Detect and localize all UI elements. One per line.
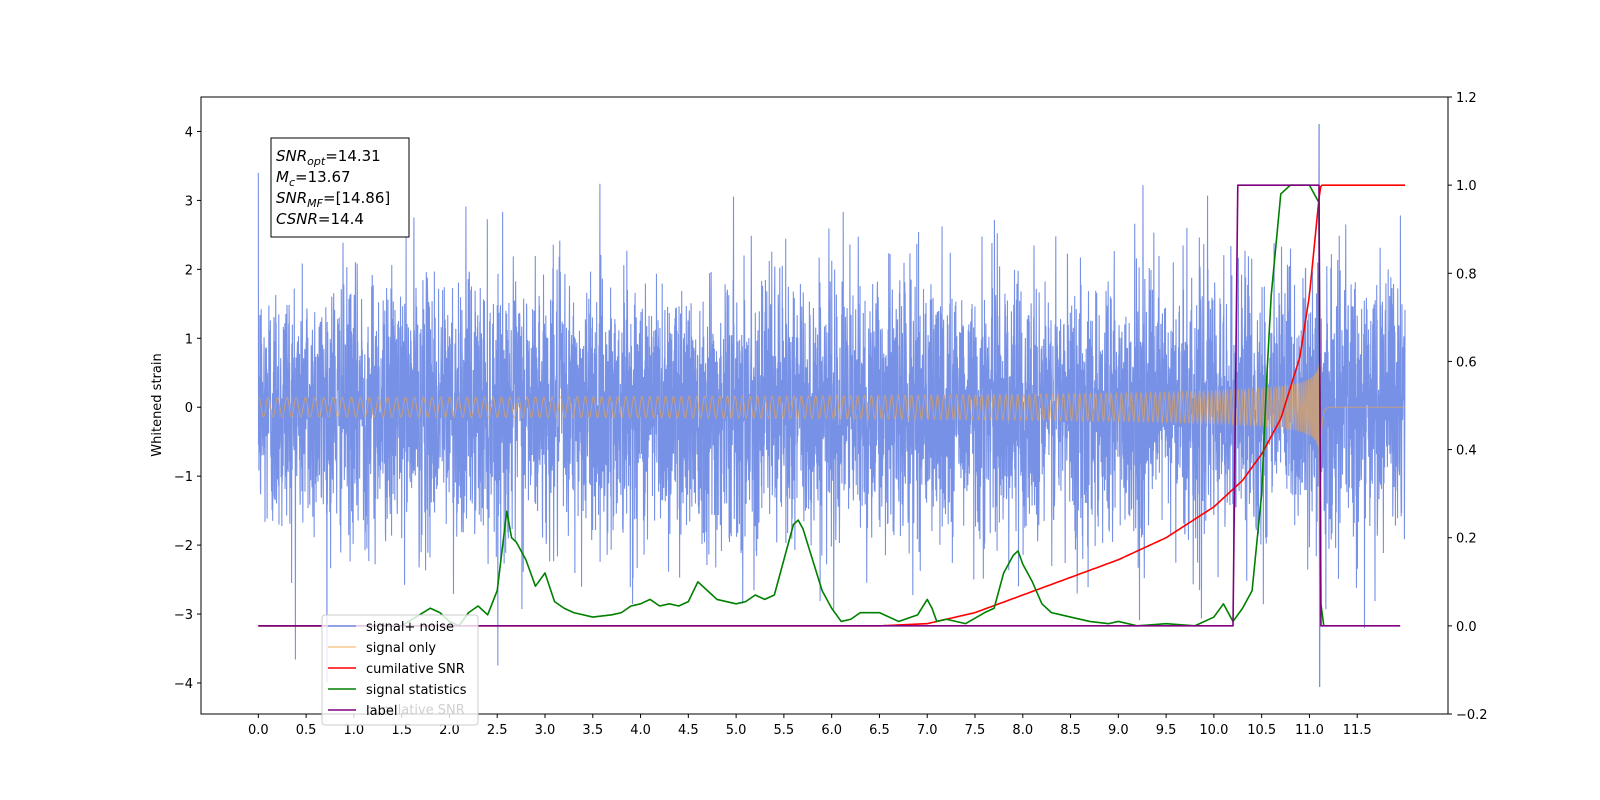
annotation-line: Mc=13.67 <box>276 168 351 189</box>
x-tick-label: 5.5 <box>774 723 795 738</box>
y-axis-title: Whitened strain <box>150 353 165 456</box>
legend-label: signal statistics <box>366 683 467 698</box>
x-tick-label: 1.0 <box>344 723 365 738</box>
x-tick-label: 11.0 <box>1295 723 1324 738</box>
annotation-frame <box>270 137 410 238</box>
x-tick-label: 9.5 <box>1156 723 1177 738</box>
y2-tick-label: 0.0 <box>1456 620 1477 635</box>
x-tick-label: 0.0 <box>248 723 269 738</box>
x-tick-label: 7.0 <box>917 723 938 738</box>
y2-tick-label: 1.0 <box>1456 179 1477 194</box>
y2-tick-label: 0.6 <box>1456 355 1477 370</box>
x-tick-label: 11.5 <box>1343 723 1372 738</box>
x-tick-label: 2.5 <box>487 723 508 738</box>
legend: cumilative SNR signal+ noise signal only cu… <box>321 614 479 726</box>
annotation-subscript: c <box>289 176 295 189</box>
x-tick-label: 4.5 <box>678 723 699 738</box>
series-cumulative-snr-line <box>258 184 1405 627</box>
y2-tick-label: 0.8 <box>1456 267 1477 282</box>
x-tick-label: 6.5 <box>869 723 890 738</box>
annotation-value: =14.4 <box>318 210 364 228</box>
x-tick-label: 1.5 <box>391 723 412 738</box>
series-label-line <box>258 184 1401 627</box>
annotation-symbol: CSNR <box>276 210 318 228</box>
x-tick-label: 3.0 <box>535 723 556 738</box>
legend-label: signal+ noise <box>366 620 454 635</box>
annotation-value: =[14.86] <box>323 189 390 207</box>
legend-overlap-text: cumilative SNR <box>366 703 465 718</box>
y-tick-label: 0 <box>185 401 193 416</box>
annotation-line: CSNR=14.4 <box>276 210 364 228</box>
y-tick-label: 1 <box>185 332 193 347</box>
x-tick-label: 3.5 <box>582 723 603 738</box>
series-signal-only-line <box>257 365 1405 527</box>
x-tick-label: 2.0 <box>439 723 460 738</box>
y-tick-label: 2 <box>185 263 193 278</box>
annotation-line: SNRMF=[14.86] <box>276 189 390 210</box>
y2-tick-label: 0.4 <box>1456 444 1477 459</box>
annotation-symbol: SNR <box>276 189 307 207</box>
x-tick-label: 10.5 <box>1247 723 1276 738</box>
y-tick-label: −2 <box>174 539 193 554</box>
x-tick-label: 4.0 <box>630 723 651 738</box>
x-tick-label: 0.5 <box>296 723 317 738</box>
annotation-value: =14.31 <box>325 147 381 165</box>
x-tick-label: 8.0 <box>1012 723 1033 738</box>
annotation-symbol: SNR <box>276 147 307 165</box>
legend-label: signal only <box>366 641 436 656</box>
y-tick-label: −3 <box>174 608 193 623</box>
x-tick-label: 6.0 <box>821 723 842 738</box>
x-tick-label: 5.0 <box>726 723 747 738</box>
x-tick-label: 8.5 <box>1060 723 1081 738</box>
annotation-subscript: opt <box>307 155 326 168</box>
annotation-value: =13.67 <box>295 168 351 186</box>
y-tick-label: −4 <box>174 677 193 692</box>
y2-tick-label: 0.2 <box>1456 532 1477 547</box>
y-tick-label: 4 <box>185 125 193 140</box>
y2-tick-label: 1.2 <box>1456 91 1477 106</box>
x-tick-label: 9.0 <box>1108 723 1129 738</box>
plot-frame <box>200 96 1449 715</box>
y2-tick-label: −0.2 <box>1456 708 1488 723</box>
legend-frame <box>321 614 479 726</box>
axes: 0.0 0.5 1.0 1.5 2.0 2.5 3.0 3.5 4.0 4.5 5.0 5.5 6.0 6… <box>174 91 1488 738</box>
annotation-line: SNRopt=14.31 <box>276 147 381 168</box>
series-signal-statistics-line <box>258 184 1325 627</box>
y-tick-label: 3 <box>185 194 193 209</box>
series-signal-noise-line <box>257 124 1406 687</box>
legend-label: label <box>366 704 397 719</box>
annotation-box: SNRopt=14.31Mc=13.67SNRMF=[14.86]CSNR=14… <box>270 137 410 238</box>
annotation-subscript: MF <box>307 197 323 210</box>
x-tick-label: 7.5 <box>965 723 986 738</box>
x-tick-label: 10.0 <box>1199 723 1228 738</box>
plot-area <box>257 124 1406 687</box>
y-tick-label: −1 <box>174 470 193 485</box>
annotation-symbol: M <box>276 168 289 186</box>
legend-label: cumilative SNR <box>366 662 465 677</box>
